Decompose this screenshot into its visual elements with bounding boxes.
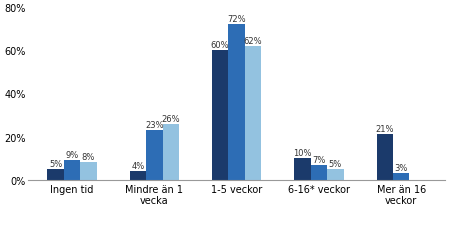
Text: 3%: 3% — [395, 164, 408, 172]
Text: 60%: 60% — [211, 41, 229, 50]
Bar — [229, 25, 245, 180]
Text: 10%: 10% — [293, 148, 312, 158]
Bar — [294, 158, 311, 180]
Text: 72%: 72% — [227, 15, 246, 24]
Bar — [377, 135, 393, 180]
Text: 5%: 5% — [329, 159, 342, 168]
Text: 5%: 5% — [49, 159, 62, 168]
Text: 9%: 9% — [66, 151, 79, 160]
Text: 7%: 7% — [312, 155, 326, 164]
Bar — [393, 174, 409, 180]
Text: 8%: 8% — [82, 153, 95, 162]
Bar — [80, 163, 97, 180]
Bar — [64, 161, 80, 180]
Text: 62%: 62% — [244, 37, 262, 46]
Bar — [327, 169, 343, 180]
Bar — [212, 51, 229, 180]
Text: 26%: 26% — [162, 114, 180, 123]
Bar — [245, 47, 261, 180]
Bar — [146, 130, 163, 180]
Bar — [163, 124, 179, 180]
Bar — [311, 165, 327, 180]
Text: 23%: 23% — [145, 120, 164, 130]
Text: 21%: 21% — [375, 125, 394, 134]
Bar — [130, 172, 146, 180]
Legend: Totalt (2008), grupp 3, 2008, grupp 3 (2007): Totalt (2008), grupp 3, 2008, grupp 3 (2… — [114, 249, 360, 250]
Text: 4%: 4% — [131, 161, 145, 170]
Bar — [48, 169, 64, 180]
